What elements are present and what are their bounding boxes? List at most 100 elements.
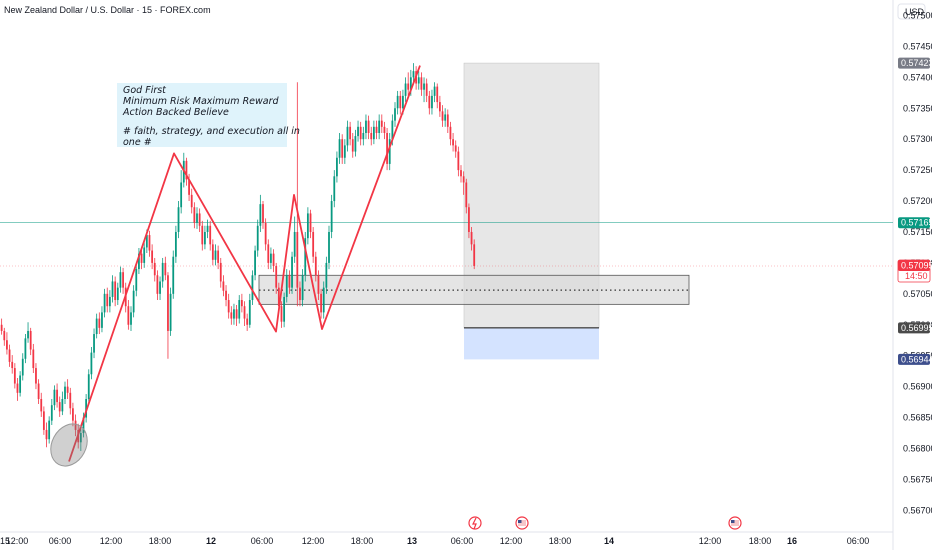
candle xyxy=(177,201,180,239)
candle-body xyxy=(264,222,267,245)
candle xyxy=(240,293,243,313)
candle-body xyxy=(85,399,88,418)
take-profit-zone[interactable] xyxy=(464,327,599,360)
candle-body xyxy=(325,262,328,288)
us-flag-event-icon[interactable] xyxy=(728,516,742,530)
candle xyxy=(251,270,254,305)
candle-body xyxy=(391,120,394,140)
candle-body xyxy=(304,238,307,276)
candle xyxy=(61,391,64,416)
candle-body xyxy=(32,349,35,369)
candle xyxy=(383,121,386,140)
candle-body xyxy=(457,151,460,171)
swing-low-highlight[interactable] xyxy=(44,418,95,473)
candle-body xyxy=(309,213,312,232)
candle-body xyxy=(270,253,272,263)
candle xyxy=(153,257,156,282)
candle xyxy=(436,83,439,109)
candle xyxy=(267,239,270,270)
annotation-box[interactable]: God First Minimum Risk Maximum Reward Ac… xyxy=(117,83,300,148)
candle-body xyxy=(409,77,412,90)
lightning-event-icon[interactable] xyxy=(468,516,482,530)
candle-body xyxy=(0,324,3,331)
candle-body xyxy=(145,235,148,248)
candle xyxy=(473,239,476,270)
candle-body xyxy=(209,225,212,245)
candle-body xyxy=(90,352,93,375)
candle xyxy=(378,114,381,140)
candle xyxy=(29,327,32,356)
candle xyxy=(101,306,103,333)
candle xyxy=(354,129,357,157)
candle-body xyxy=(431,95,433,109)
candle-body xyxy=(174,231,177,257)
zigzag-pattern-line[interactable] xyxy=(68,65,421,462)
candle xyxy=(24,334,27,364)
candle xyxy=(148,230,151,257)
candle xyxy=(365,114,367,140)
candle-body xyxy=(425,83,428,96)
candle xyxy=(256,219,259,257)
candle xyxy=(87,369,90,404)
candle-body xyxy=(248,300,251,325)
candle-body xyxy=(362,133,365,140)
candle xyxy=(314,251,317,282)
candle-body xyxy=(116,287,119,301)
us-flag-event-icon[interactable] xyxy=(515,516,529,530)
candle-body xyxy=(82,417,85,434)
candle-body xyxy=(180,182,183,208)
currency-button[interactable]: USD xyxy=(897,3,926,20)
candle xyxy=(209,220,212,251)
candle xyxy=(341,134,344,164)
candle xyxy=(66,379,69,399)
candle-body xyxy=(74,420,77,430)
candle xyxy=(45,422,48,448)
candle xyxy=(16,377,19,401)
candle-body xyxy=(108,296,111,307)
candle-body xyxy=(13,368,16,384)
candle xyxy=(119,266,122,293)
x-tick-label: 14 xyxy=(604,536,614,546)
price-tag-label: 0.57095 xyxy=(901,261,932,271)
candle xyxy=(93,328,95,359)
candle xyxy=(452,133,454,152)
candle-body xyxy=(394,108,396,121)
candle xyxy=(404,77,407,103)
candle xyxy=(317,270,320,301)
candle xyxy=(127,300,130,330)
candle xyxy=(272,249,275,273)
candle-body xyxy=(11,361,14,369)
candle xyxy=(346,120,349,152)
candle-body xyxy=(367,120,370,133)
candle-body xyxy=(370,133,373,140)
candle xyxy=(151,244,154,270)
candle xyxy=(103,288,106,318)
candle xyxy=(201,220,204,251)
currency-label: USD xyxy=(905,7,925,17)
candle-body xyxy=(441,111,444,121)
candle-body xyxy=(468,207,470,232)
candle xyxy=(106,287,109,313)
price-tag-background xyxy=(898,353,930,365)
candle-body xyxy=(53,389,56,406)
candle xyxy=(333,170,336,208)
candle xyxy=(222,275,225,297)
candle-body xyxy=(169,293,172,331)
candle xyxy=(167,272,169,359)
candle-body xyxy=(87,374,90,399)
annotation-line-2: Minimum Risk Maximum Reward xyxy=(123,96,280,107)
candle xyxy=(428,90,431,115)
candle-body xyxy=(322,287,325,313)
candle-body xyxy=(301,275,304,301)
candle-body xyxy=(428,95,431,109)
x-tick-label: 18:00 xyxy=(351,536,374,546)
candle-body xyxy=(438,102,441,112)
candle-body xyxy=(423,83,425,90)
candle-body xyxy=(338,139,341,158)
annotation-line-5: # faith, strategy, and execution all in xyxy=(123,126,300,137)
candle-body xyxy=(365,120,367,133)
candle xyxy=(130,306,132,331)
